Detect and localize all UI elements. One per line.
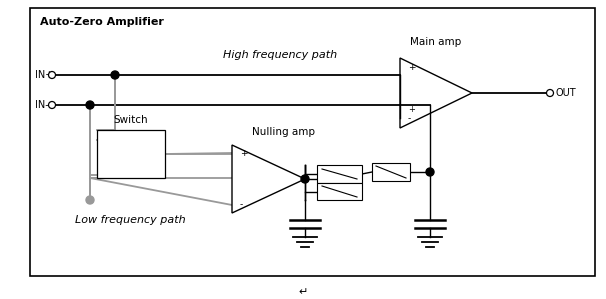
Text: -: -: [240, 201, 243, 210]
Text: High frequency path: High frequency path: [223, 50, 337, 60]
Bar: [97, 130, 165, 178]
Circle shape: [426, 168, 434, 176]
Text: +: +: [240, 149, 247, 158]
Polygon shape: [400, 58, 472, 128]
Bar: [317, 183, 362, 200]
Circle shape: [86, 196, 94, 204]
Circle shape: [547, 89, 553, 97]
Text: Switch: Switch: [114, 115, 148, 125]
Text: +: +: [408, 62, 416, 71]
Text: +: +: [408, 104, 415, 114]
Text: -: -: [408, 115, 411, 123]
Circle shape: [111, 71, 119, 79]
Text: Auto-Zero Amplifier: Auto-Zero Amplifier: [40, 17, 164, 27]
Circle shape: [48, 101, 56, 109]
Text: IN-: IN-: [35, 100, 48, 110]
Bar: [372, 163, 410, 181]
Circle shape: [86, 101, 94, 109]
Polygon shape: [232, 145, 305, 213]
Circle shape: [48, 71, 56, 79]
Text: IN+: IN+: [35, 70, 53, 80]
Bar: [30, 8, 595, 276]
Text: Nulling amp: Nulling amp: [252, 127, 315, 137]
Text: OUT: OUT: [556, 88, 577, 98]
Text: Low frequency path: Low frequency path: [75, 215, 185, 225]
Text: ↵: ↵: [298, 287, 308, 297]
Bar: [317, 165, 362, 183]
Circle shape: [301, 175, 309, 183]
Text: Main amp: Main amp: [410, 37, 462, 47]
